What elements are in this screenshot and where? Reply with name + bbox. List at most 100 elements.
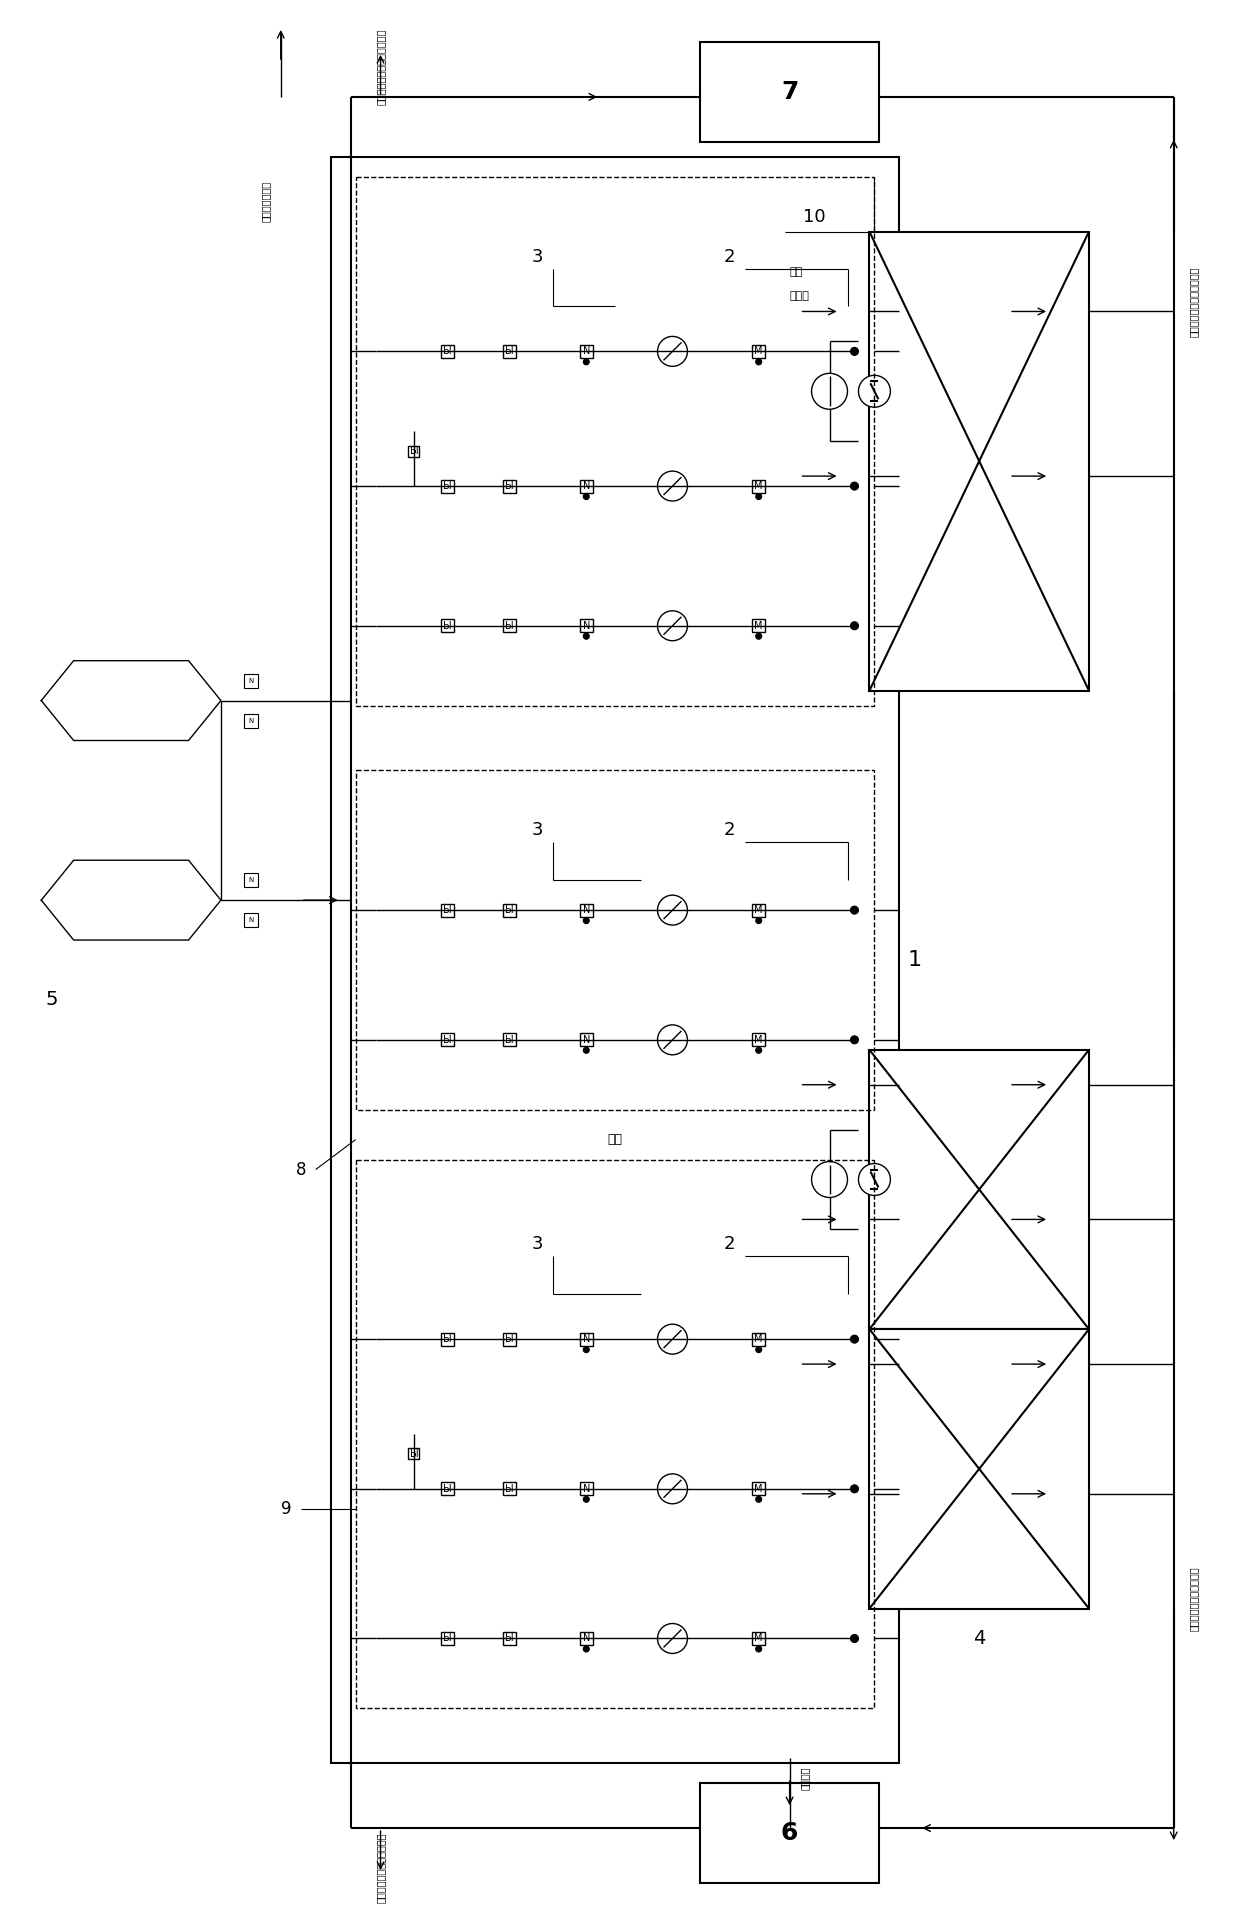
Text: 2: 2: [723, 248, 735, 266]
Circle shape: [811, 1161, 847, 1198]
Text: N: N: [583, 482, 590, 491]
Bar: [869, 231, 1089, 691]
Circle shape: [657, 1025, 687, 1055]
Polygon shape: [41, 861, 221, 940]
Text: 3: 3: [532, 820, 543, 840]
Text: Ы: Ы: [443, 1034, 451, 1044]
Circle shape: [657, 1325, 687, 1354]
Text: 4: 4: [973, 1629, 986, 1649]
Circle shape: [851, 347, 858, 356]
Text: 6: 6: [781, 1822, 799, 1845]
Bar: [753, 480, 765, 493]
Text: N: N: [583, 1483, 590, 1495]
Text: 10: 10: [804, 208, 826, 225]
Bar: [356, 770, 874, 1109]
Text: 5: 5: [45, 990, 57, 1009]
Circle shape: [858, 376, 890, 406]
Text: M: M: [754, 1034, 763, 1044]
Circle shape: [583, 634, 589, 639]
Text: 反洗水外排外网: 反洗水外排外网: [260, 181, 270, 221]
Circle shape: [657, 337, 687, 366]
Circle shape: [851, 482, 858, 489]
Text: 车间用净环侧供水第出水: 车间用净环侧供水第出水: [1189, 1566, 1199, 1631]
Text: 3: 3: [532, 1235, 543, 1254]
Bar: [869, 1050, 1089, 1329]
Text: N: N: [583, 1034, 590, 1044]
Text: 制冷站用净环侧供水第出水: 制冷站用净环侧供水第出水: [1189, 266, 1199, 337]
Bar: [699, 42, 879, 143]
Bar: [580, 480, 593, 493]
Text: Ы: Ы: [443, 482, 451, 491]
Bar: [869, 1329, 1089, 1608]
Circle shape: [851, 905, 858, 915]
Text: Ы: Ы: [443, 1633, 451, 1643]
Text: 7: 7: [781, 81, 799, 104]
Bar: [580, 1631, 593, 1645]
Bar: [753, 620, 765, 632]
Text: 2: 2: [723, 820, 735, 840]
Bar: [441, 1333, 454, 1346]
Text: 车间用净环侧过滤水送出水: 车间用净环侧过滤水送出水: [376, 1834, 386, 1903]
Circle shape: [99, 869, 164, 932]
Bar: [441, 1034, 454, 1046]
Bar: [753, 345, 765, 358]
Bar: [580, 1034, 593, 1046]
Circle shape: [755, 1497, 761, 1502]
Bar: [244, 913, 258, 926]
Circle shape: [583, 1048, 589, 1054]
Circle shape: [657, 1473, 687, 1504]
Text: 净环补水: 净环补水: [800, 1766, 810, 1789]
Bar: [441, 620, 454, 632]
Bar: [244, 713, 258, 728]
Bar: [441, 903, 454, 917]
Circle shape: [657, 1624, 687, 1653]
Text: N: N: [583, 347, 590, 356]
Bar: [441, 345, 454, 358]
Text: Ы: Ы: [506, 1483, 513, 1495]
Text: 8: 8: [295, 1161, 306, 1179]
Bar: [408, 1448, 419, 1460]
Bar: [753, 1631, 765, 1645]
Bar: [331, 156, 899, 1762]
Bar: [244, 674, 258, 688]
Circle shape: [583, 1346, 589, 1352]
Circle shape: [583, 493, 589, 499]
Text: 跟踪: 跟踪: [608, 1132, 622, 1146]
Bar: [244, 872, 258, 888]
Bar: [753, 903, 765, 917]
Circle shape: [583, 917, 589, 924]
Bar: [356, 177, 874, 705]
Circle shape: [583, 358, 589, 364]
Text: Ы: Ы: [506, 620, 513, 630]
Circle shape: [755, 1647, 761, 1653]
Circle shape: [583, 1647, 589, 1653]
Text: N: N: [583, 1633, 590, 1643]
Text: M: M: [754, 620, 763, 630]
Circle shape: [657, 611, 687, 641]
Text: M: M: [754, 1633, 763, 1643]
Text: N: N: [248, 718, 253, 724]
Bar: [503, 345, 516, 358]
Bar: [441, 480, 454, 493]
Text: Ы: Ы: [506, 482, 513, 491]
Circle shape: [851, 1335, 858, 1342]
Text: M: M: [754, 1483, 763, 1495]
Text: N: N: [248, 876, 253, 884]
Text: N: N: [583, 1335, 590, 1344]
Circle shape: [99, 668, 164, 734]
Circle shape: [657, 472, 687, 501]
Text: Ы: Ы: [506, 1335, 513, 1344]
Text: 1: 1: [908, 950, 921, 971]
Text: 跟踪: 跟踪: [790, 266, 802, 277]
Bar: [408, 445, 419, 456]
Circle shape: [851, 1485, 858, 1493]
Polygon shape: [41, 661, 221, 740]
Bar: [753, 1483, 765, 1495]
Text: 2: 2: [723, 1235, 735, 1254]
Circle shape: [755, 1346, 761, 1352]
Text: Ы: Ы: [443, 347, 451, 356]
Text: Ы: Ы: [443, 905, 451, 915]
Circle shape: [858, 1163, 890, 1196]
Circle shape: [851, 1635, 858, 1643]
Text: N: N: [248, 917, 253, 923]
